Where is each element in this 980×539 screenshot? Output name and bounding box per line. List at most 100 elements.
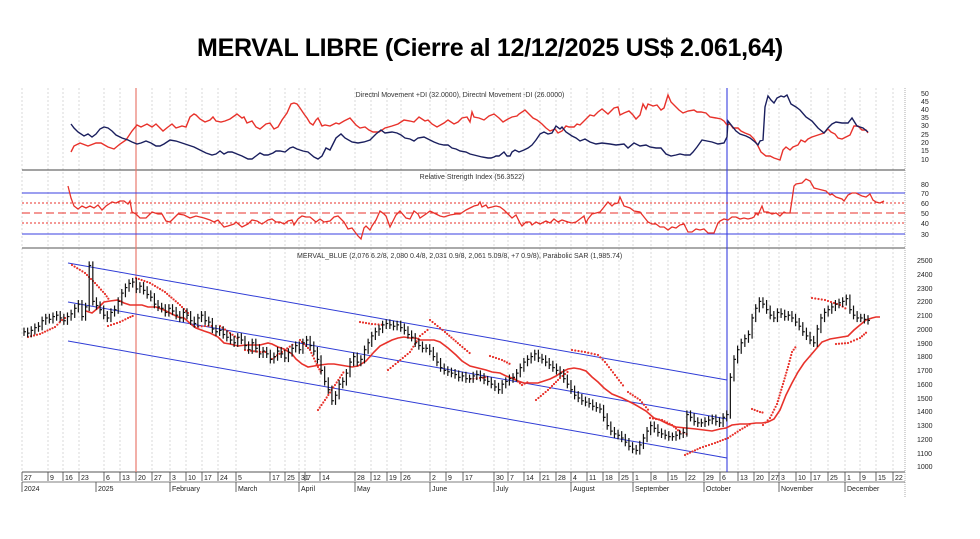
sar-dot <box>663 420 666 423</box>
dmi-tick: 20 <box>921 140 929 147</box>
sar-dot <box>779 391 782 394</box>
price-tick: 2300 <box>917 286 933 293</box>
sar-dot <box>38 332 42 336</box>
sar-dot <box>621 384 625 387</box>
sar-dot <box>370 322 374 326</box>
sar-dot <box>743 426 746 429</box>
x-day-label: 2 <box>432 475 436 482</box>
sar-dot <box>750 407 754 411</box>
sar-dot <box>741 427 744 430</box>
sar-dot <box>466 349 469 353</box>
sar-dot <box>174 300 177 303</box>
sar-dot <box>534 398 538 402</box>
sar-dot <box>696 448 699 451</box>
price-tick: 1800 <box>917 354 933 361</box>
x-day-label: 27 <box>24 475 32 482</box>
sar-dot <box>494 356 498 360</box>
sar-dot <box>596 353 600 357</box>
sar-dot <box>770 414 773 417</box>
sar-dot <box>468 351 471 355</box>
price-tick: 1500 <box>917 396 933 403</box>
sar-dot <box>161 289 164 292</box>
x-period-label: June <box>432 486 447 493</box>
x-day-label: 15 <box>670 475 678 482</box>
sar-dot <box>438 326 442 330</box>
sar-dot <box>764 421 767 424</box>
sar-dot <box>318 406 321 409</box>
price-panel-label: MERVAL_BLUE (2,076 6.2/8, 2,080 0.4/8, 2… <box>297 253 622 260</box>
sar-dot <box>603 360 607 364</box>
sar-dot <box>433 322 437 326</box>
sar-dot <box>707 443 711 447</box>
x-day-label: 12 <box>373 475 381 482</box>
sar-dot <box>789 356 792 360</box>
sar-dot <box>508 362 511 365</box>
sar-dot <box>41 331 44 334</box>
sar-dot <box>415 340 418 343</box>
sar-dot <box>488 354 492 358</box>
sar-dot <box>558 376 562 380</box>
sar-dot <box>497 357 501 361</box>
sar-dot <box>766 419 769 422</box>
sar-dot <box>710 442 714 446</box>
sar-dot <box>683 453 687 457</box>
sar-dot <box>151 283 154 286</box>
sar-dot <box>736 430 739 433</box>
sar-dot <box>849 340 853 343</box>
sar-dot <box>716 440 719 444</box>
sar-dot <box>729 435 732 438</box>
price-tick: 2400 <box>917 272 933 279</box>
x-day-label: 25 <box>621 475 629 482</box>
sar-dot <box>101 290 105 293</box>
sar-dot <box>792 348 795 351</box>
sar-dot <box>609 368 613 371</box>
price-tick: 2200 <box>917 299 933 306</box>
sar-dot <box>252 350 256 353</box>
sar-dot <box>129 315 132 319</box>
x-day-label: 25 <box>287 475 295 482</box>
x-axis: 2791623613202731017245172531714281219262… <box>21 472 905 493</box>
sar-dot <box>109 323 113 327</box>
sar-dot <box>617 379 621 382</box>
sar-dot <box>342 371 345 374</box>
x-day-label: 9 <box>50 475 54 482</box>
sar-dot <box>704 444 708 448</box>
sar-dot <box>458 343 462 347</box>
sar-dot <box>693 449 697 452</box>
sar-dot <box>526 381 529 384</box>
sar-dot <box>561 374 564 378</box>
x-day-label: 14 <box>322 475 330 482</box>
sar-dot <box>315 363 318 366</box>
dmi-panel: 50 45 40 35 30 25 20 15 10 <box>70 91 929 164</box>
sar-dot <box>826 299 830 303</box>
sar-dot <box>855 338 859 341</box>
sar-dot <box>333 383 337 387</box>
sar-dot <box>668 422 671 425</box>
price-tick: 2500 <box>917 258 933 265</box>
sar-dot <box>491 355 495 359</box>
sar-dot <box>758 410 762 414</box>
x-day-label: 20 <box>138 475 146 482</box>
x-period-label: March <box>238 486 258 493</box>
x-period-label: 2025 <box>98 486 114 493</box>
sar-dot <box>286 347 289 350</box>
sar-dot <box>298 338 302 342</box>
sar-dot <box>452 338 455 341</box>
sar-dot <box>748 423 751 426</box>
sar-dot <box>32 334 36 337</box>
sar-dot <box>394 362 397 366</box>
sar-dot <box>701 445 705 449</box>
sar-dot <box>858 336 862 340</box>
x-period-label: November <box>781 486 814 493</box>
dmi-tick: 45 <box>921 99 929 106</box>
sar-dot <box>423 330 427 334</box>
sar-dot <box>446 332 449 335</box>
sar-dot <box>670 423 674 427</box>
sar-dot <box>629 392 632 395</box>
price-tick: 1600 <box>917 382 933 389</box>
sar-dot <box>255 350 259 353</box>
sar-dot <box>166 292 169 295</box>
sar-dot <box>391 364 395 368</box>
sar-dot <box>539 394 542 398</box>
